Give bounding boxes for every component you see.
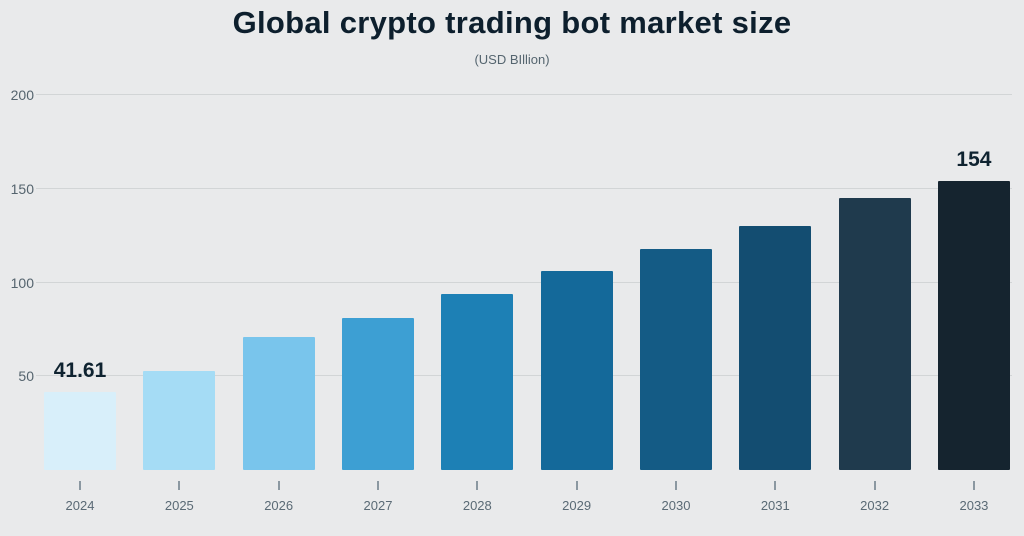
y-axis-label: 200: [10, 87, 34, 103]
bar-group: 41.61: [44, 95, 116, 470]
x-tick-mark: [774, 481, 777, 490]
x-tick-mark: [376, 481, 379, 490]
bar: [937, 181, 1010, 470]
x-axis-entry: 2028: [441, 481, 513, 513]
x-axis: 2024 2025 2026 2027 2028 2029 2030 2031 2032 2033: [44, 481, 1010, 513]
chart-subtitle: (USD BIllion): [474, 52, 550, 67]
y-axis-label: 100: [10, 274, 34, 291]
x-axis-entry: 2025: [143, 481, 215, 513]
bar-group: [739, 95, 812, 470]
x-axis-label: 2032: [860, 498, 890, 513]
bar: [242, 336, 315, 470]
bars-layer: 41.61 154: [44, 95, 1010, 470]
bar-group: [341, 95, 414, 470]
x-axis-entry: 2027: [342, 481, 414, 513]
x-tick-mark: [575, 481, 578, 490]
y-axis: 50 100 150 200: [2, 87, 34, 470]
x-axis-label: 2029: [562, 498, 592, 513]
y-axis-label: 150: [10, 180, 34, 197]
bar: [838, 198, 911, 470]
plot-area: [36, 94, 1012, 470]
x-axis-entry: 2032: [839, 481, 911, 513]
x-tick-mark: [476, 481, 479, 490]
bar: [44, 391, 116, 470]
x-tick-mark: [178, 481, 181, 490]
x-axis-label: 2027: [363, 498, 393, 513]
y-axis-label: 50: [18, 368, 34, 385]
bar: [143, 370, 216, 470]
x-axis-entry: 2029: [541, 481, 613, 513]
x-tick-mark: [674, 481, 677, 490]
x-axis-label: 2028: [462, 498, 492, 513]
x-axis-label: 2024: [65, 498, 95, 513]
bar-group: 154: [937, 95, 1010, 470]
bar-group: [441, 95, 514, 470]
bar-group: [639, 95, 712, 470]
bar: [341, 318, 414, 470]
gridline: [36, 375, 1012, 377]
bar-group: [143, 95, 216, 470]
x-tick-mark: [873, 481, 876, 490]
bar-value-label: 154: [956, 148, 992, 172]
x-axis-entry: 2024: [44, 481, 116, 513]
x-axis-entry: 2033: [938, 481, 1010, 513]
x-axis-entry: 2026: [243, 481, 315, 513]
x-axis-entry: 2031: [739, 481, 811, 513]
x-axis-label: 2030: [661, 498, 691, 513]
x-axis-entry: 2030: [640, 481, 712, 513]
gridline: [36, 187, 1012, 189]
x-tick-mark: [277, 481, 280, 490]
x-axis-label: 2025: [164, 498, 194, 513]
bar: [739, 226, 812, 470]
bar-group: [838, 95, 911, 470]
x-axis-label: 2031: [760, 498, 790, 513]
x-tick-mark: [972, 481, 975, 490]
bar-group: [540, 95, 613, 470]
x-tick-mark: [79, 481, 81, 490]
bar-group: [242, 95, 315, 470]
x-axis-label: 2033: [959, 498, 989, 513]
chart-title: Global crypto trading bot market size: [232, 5, 792, 40]
bar: [540, 271, 613, 470]
bar-value-label: 41.61: [53, 358, 107, 382]
x-axis-label: 2026: [264, 498, 294, 513]
bar: [441, 293, 514, 470]
gridline: [36, 281, 1012, 283]
gridline: [36, 94, 1012, 95]
bar: [639, 248, 712, 470]
